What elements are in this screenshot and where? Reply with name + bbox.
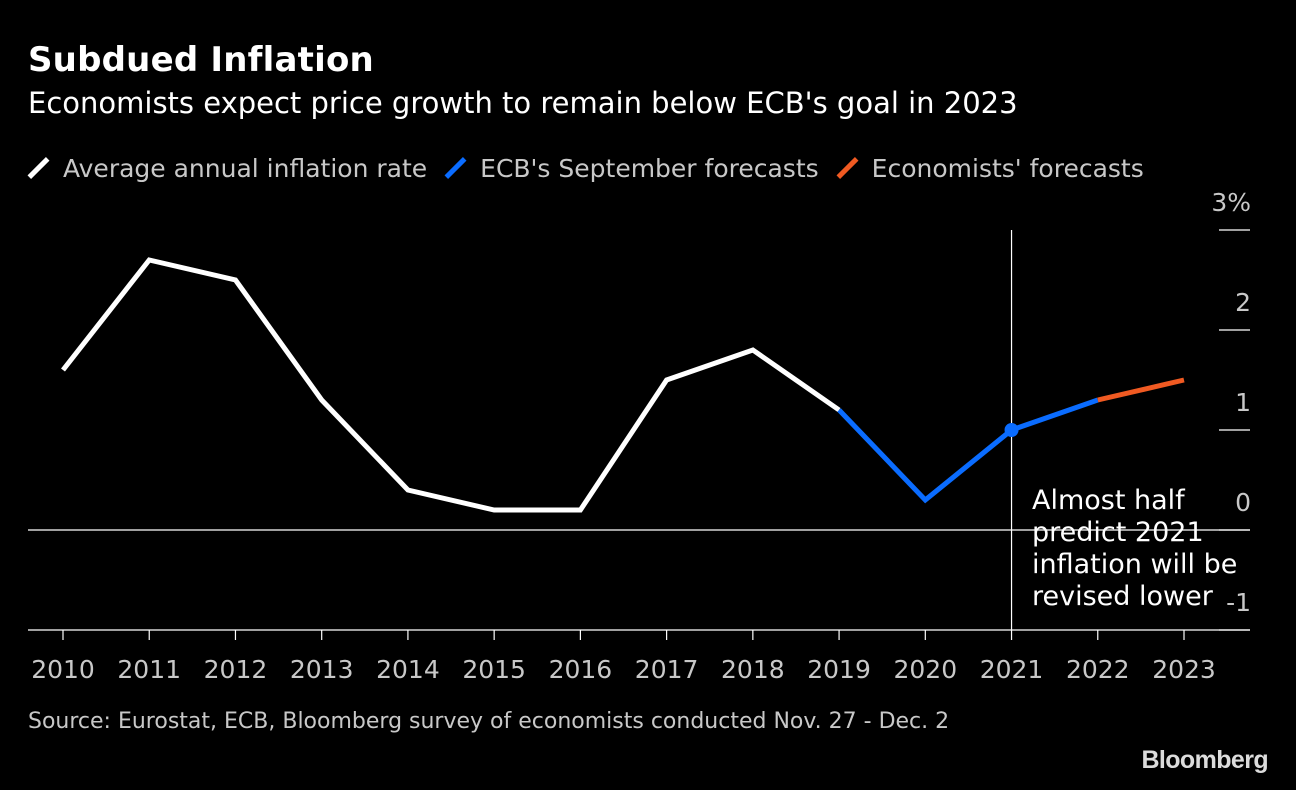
x-tick-label: 2015: [462, 655, 526, 684]
y-tick-label: 3%: [1211, 188, 1251, 217]
series-line-0: [61, 257, 841, 513]
legend-item-ecb: ECB's September forecasts: [444, 153, 819, 183]
x-tick-label: 2018: [721, 655, 785, 684]
legend: Average annual inflation rate ECB's Sept…: [27, 150, 1164, 186]
x-tick-label: 2012: [204, 655, 268, 684]
annotation-line: inflation will be: [1032, 549, 1237, 580]
series-line-1: [837, 397, 1099, 504]
bloomberg-logo: Bloomberg: [1141, 746, 1268, 774]
x-tick-label: 2014: [376, 655, 440, 684]
legend-label-average: Average annual inflation rate: [63, 153, 428, 183]
x-tick-label: 2023: [1152, 655, 1216, 684]
x-tick-label: 2020: [893, 655, 957, 684]
legend-item-average: Average annual inflation rate: [27, 153, 428, 183]
annotation-line: Almost half: [1032, 485, 1186, 516]
y-tick-label: -1: [1226, 588, 1251, 617]
x-tick-label: 2021: [980, 655, 1044, 684]
y-tick-label: 0: [1235, 488, 1251, 517]
marker-2021: [1004, 423, 1019, 437]
x-tick-label: 2013: [290, 655, 354, 684]
x-tick-label: 2019: [807, 655, 871, 684]
legend-label-economists: Economists' forecasts: [871, 153, 1144, 183]
y-tick-label: 2: [1235, 288, 1251, 317]
annotation-line: predict 2021: [1032, 517, 1204, 548]
x-tick-label: 2017: [635, 655, 699, 684]
x-tick-label: 2016: [549, 655, 613, 684]
annotation-line: revised lower: [1032, 581, 1214, 612]
legend-item-economists: Economists' forecasts: [836, 153, 1144, 183]
x-tick-label: 2022: [1066, 655, 1130, 684]
source-note: Source: Eurostat, ECB, Bloomberg survey …: [28, 709, 950, 734]
x-tick-label: 2011: [117, 655, 181, 684]
y-tick-label: 1: [1235, 388, 1251, 417]
chart-title: Subdued Inflation: [28, 40, 374, 80]
chart-subtitle: Economists expect price growth to remain…: [28, 86, 1018, 120]
x-tick-label: 2010: [31, 655, 95, 684]
legend-label-ecb: ECB's September forecasts: [480, 153, 819, 183]
series-line-2: [1097, 377, 1185, 403]
